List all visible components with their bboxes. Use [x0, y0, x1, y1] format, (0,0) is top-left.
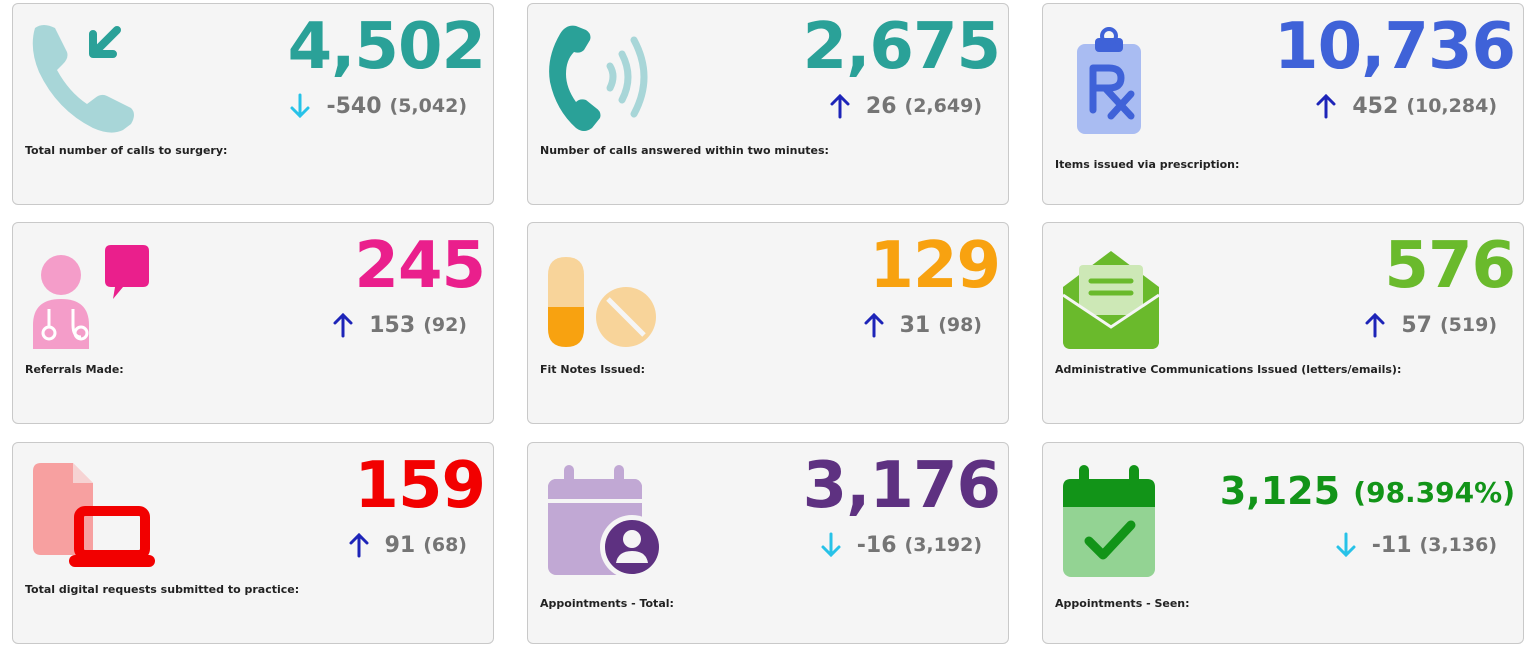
kpi-card-total-calls[interactable]: 4,502 -540 (5,042) Total number of calls…: [12, 3, 494, 205]
kpi-change: -540: [326, 93, 382, 119]
kpi-value: 3,125: [1219, 469, 1341, 513]
kpi-change: 153: [369, 312, 416, 338]
kpi-label: Total digital requests submitted to prac…: [25, 583, 300, 596]
kpi-delta: -16 (3,192): [819, 531, 982, 559]
kpi-change: -16: [856, 532, 897, 558]
kpi-label: Referrals Made:: [25, 363, 124, 376]
kpi-label: Appointments - Total:: [540, 597, 674, 610]
kpi-delta: 452 (10,284): [1314, 92, 1497, 120]
kpi-card-admin-communications[interactable]: 576 57 (519) Administrative Communicatio…: [1042, 222, 1524, 424]
kpi-value: 576: [1384, 229, 1516, 303]
kpi-change: 26: [865, 93, 897, 119]
kpi-value: 3,176: [802, 449, 1001, 523]
kpi-change: 91: [384, 532, 416, 558]
kpi-value: 2,675: [802, 10, 1001, 84]
kpi-previous: (519): [1439, 314, 1497, 336]
incoming-call-icon: [27, 18, 157, 138]
doctor-referral-icon: [27, 237, 157, 357]
arrow-up-icon: [828, 92, 852, 120]
kpi-card-referrals[interactable]: 245 153 (92) Referrals Made:: [12, 222, 494, 424]
digital-request-laptop-icon: [27, 457, 157, 577]
open-envelope-icon: [1057, 237, 1187, 357]
kpi-previous: (92): [423, 314, 467, 336]
kpi-previous: (10,284): [1406, 95, 1497, 117]
kpi-delta: 91 (68): [347, 531, 467, 559]
kpi-label: Items issued via prescription:: [1055, 158, 1240, 171]
prescription-clipboard-icon: [1057, 18, 1187, 138]
arrow-up-icon: [1314, 92, 1338, 120]
kpi-delta: -540 (5,042): [288, 92, 467, 120]
kpi-card-appointments-total[interactable]: 3,176 -16 (3,192) Appointments - Total:: [527, 442, 1009, 644]
kpi-delta: -11 (3,136): [1334, 531, 1497, 559]
kpi-value: 129: [869, 229, 1001, 303]
kpi-previous: (68): [423, 534, 467, 556]
calendar-check-icon: [1057, 457, 1187, 577]
arrow-up-icon: [331, 311, 355, 339]
calendar-user-icon: [542, 457, 672, 577]
kpi-card-appointments-seen[interactable]: 3,125 (98.394%) -11 (3,136) Appointments…: [1042, 442, 1524, 644]
kpi-card-calls-answered[interactable]: 2,675 26 (2,649) Number of calls answere…: [527, 3, 1009, 205]
kpi-delta: 57 (519): [1363, 311, 1497, 339]
kpi-value: 159: [354, 449, 486, 523]
kpi-change: 31: [899, 312, 931, 338]
kpi-card-prescriptions[interactable]: 10,736 452 (10,284) Items issued via pre…: [1042, 3, 1524, 205]
kpi-label: Total number of calls to surgery:: [25, 144, 228, 157]
kpi-percent: (98.394%): [1353, 476, 1515, 509]
kpi-value-group: 3,125 (98.394%): [1220, 461, 1515, 523]
kpi-change: 57: [1401, 312, 1432, 338]
kpi-change: 452: [1352, 93, 1399, 119]
kpi-previous: (3,136): [1419, 534, 1497, 556]
kpi-delta: 26 (2,649): [828, 92, 982, 120]
kpi-card-fit-notes[interactable]: 129 31 (98) Fit Notes Issued:: [527, 222, 1009, 424]
arrow-up-icon: [347, 531, 371, 559]
pills-icon: [542, 237, 672, 357]
phone-ringing-icon: [542, 18, 672, 138]
arrow-up-icon: [1363, 311, 1387, 339]
arrow-down-icon: [1334, 531, 1358, 559]
arrow-down-icon: [288, 92, 312, 120]
kpi-change: -11: [1371, 532, 1412, 558]
kpi-value: 245: [354, 229, 486, 303]
kpi-value: 4,502: [287, 10, 486, 84]
kpi-label: Administrative Communications Issued (le…: [1055, 363, 1402, 376]
kpi-delta: 31 (98): [862, 311, 982, 339]
kpi-previous: (98): [938, 314, 982, 336]
arrow-down-icon: [819, 531, 843, 559]
kpi-label: Number of calls answered within two minu…: [540, 144, 829, 157]
kpi-card-digital-requests[interactable]: 159 91 (68) Total digital requests submi…: [12, 442, 494, 644]
kpi-value: 10,736: [1274, 10, 1516, 84]
arrow-up-icon: [862, 311, 886, 339]
kpi-previous: (5,042): [389, 95, 467, 117]
kpi-delta: 153 (92): [331, 311, 467, 339]
kpi-label: Appointments - Seen:: [1055, 597, 1190, 610]
kpi-previous: (2,649): [904, 95, 982, 117]
kpi-previous: (3,192): [904, 534, 982, 556]
kpi-label: Fit Notes Issued:: [540, 363, 645, 376]
